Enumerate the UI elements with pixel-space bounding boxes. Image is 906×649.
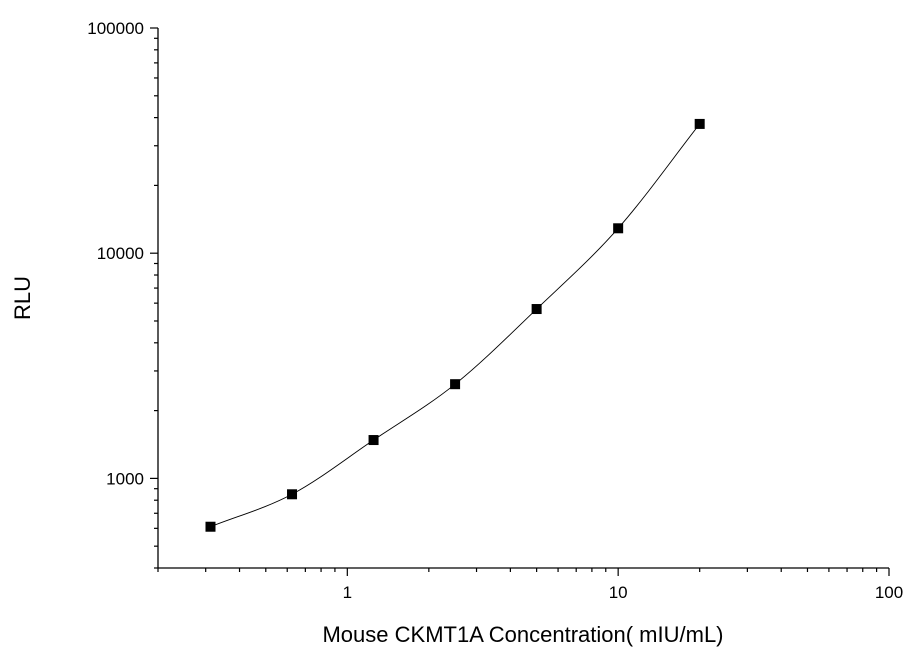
data-point [695, 119, 705, 129]
y-tick-label: 1000 [106, 469, 144, 488]
data-point [450, 379, 460, 389]
axes [150, 28, 889, 576]
data-point [369, 435, 379, 445]
x-tick-label: 100 [875, 583, 903, 602]
tick-labels-layer: 1 10 100 1000 10000 100000 [87, 19, 903, 602]
x-tick-label: 1 [343, 583, 352, 602]
y-axis-title: RLU [10, 276, 35, 320]
data-point [532, 304, 542, 314]
y-tick-label: 100000 [87, 19, 144, 38]
fit-curve [210, 124, 699, 527]
x-axis-title: Mouse CKMT1A Concentration( mIU/mL) [322, 622, 723, 647]
data-point [613, 223, 623, 233]
data-point [205, 522, 215, 532]
data-point [287, 489, 297, 499]
data-points-layer [205, 119, 704, 532]
y-tick-label: 10000 [97, 244, 144, 263]
fit-curve-layer [210, 124, 699, 527]
x-tick-label: 10 [609, 583, 628, 602]
